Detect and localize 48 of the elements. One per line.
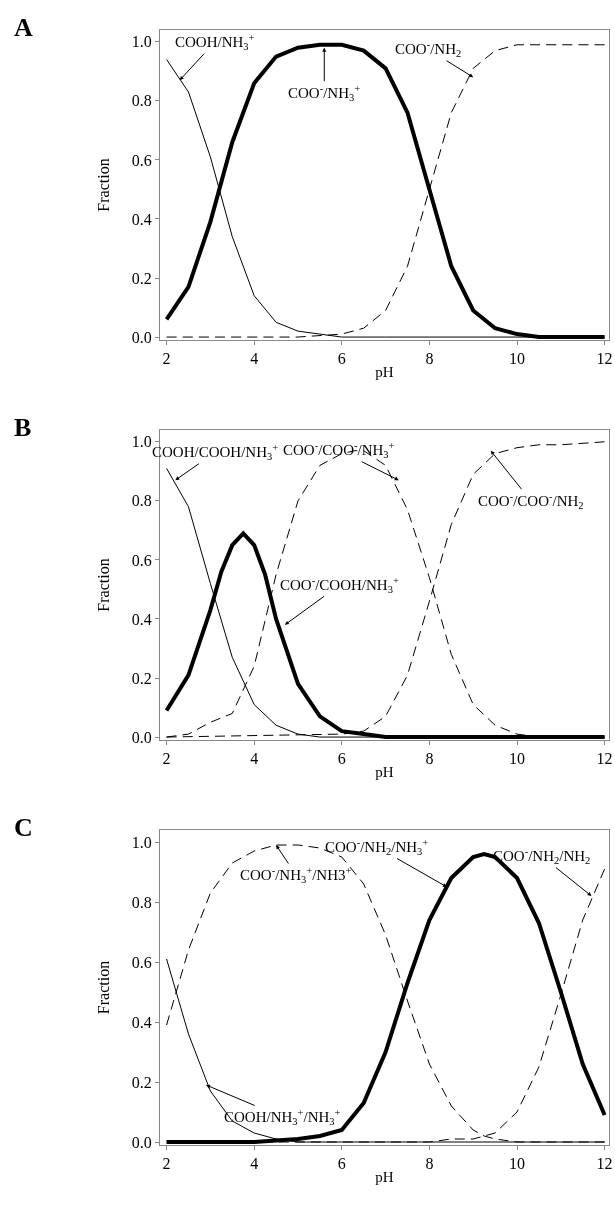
y-axis-title: Fraction	[94, 158, 112, 212]
y-tick-label: 0.2	[131, 1073, 152, 1091]
x-tick-label: 10	[509, 750, 526, 768]
y-tick-label: 0.0	[131, 728, 152, 746]
y-tick-label: 0.0	[131, 328, 152, 346]
x-axis-title: pH	[375, 764, 394, 781]
x-tick-label: 6	[337, 1155, 346, 1173]
x-tick-label: 8	[425, 750, 434, 768]
annotation: COO$^{-}$/COO$^{-}$/NH$_{2}$	[478, 491, 584, 512]
y-tick-label: 0.6	[131, 551, 152, 569]
x-tick-label: 8	[425, 1155, 434, 1173]
x-tick-label: 2	[162, 1155, 171, 1173]
y-axis-title: Fraction	[94, 960, 112, 1015]
x-tick-label: 10	[509, 1155, 526, 1173]
x-tick-label: 6	[337, 750, 346, 768]
y-tick-label: 0.4	[131, 610, 152, 628]
y-tick-label: 0.8	[131, 893, 152, 911]
x-tick-label: 8	[425, 350, 434, 368]
x-tick-label: 12	[596, 1155, 613, 1173]
chart-title: C	[14, 813, 33, 842]
x-tick-label: 10	[509, 350, 526, 368]
y-axis-title: Fraction	[94, 558, 112, 612]
chart-title: B	[14, 413, 32, 442]
x-tick-label: 4	[250, 750, 259, 768]
x-tick-label: 12	[596, 750, 613, 768]
y-tick-label: 0.2	[131, 269, 152, 287]
y-tick-label: 1.0	[131, 33, 152, 51]
x-tick-label: 2	[162, 750, 171, 768]
y-tick-label: 0.8	[131, 492, 152, 510]
y-tick-label: 0.8	[131, 92, 152, 110]
annotation: COO$^{-}$/NH$_{2}$	[395, 39, 462, 60]
x-axis-title: pH	[375, 364, 394, 381]
y-tick-label: 1.0	[131, 433, 152, 451]
y-tick-label: 0.4	[131, 210, 152, 228]
y-tick-label: 0.6	[131, 953, 152, 971]
x-tick-label: 4	[250, 350, 259, 368]
x-tick-label: 6	[337, 350, 346, 368]
y-tick-label: 1.0	[131, 833, 152, 851]
annotation: COO$^{-}$/NH$_{3}$$^{+}$/NH3$^{+}$	[240, 865, 352, 886]
y-tick-label: 0.4	[131, 1013, 152, 1031]
y-tick-label: 0.2	[131, 669, 152, 687]
chart-title: A	[14, 13, 33, 42]
x-tick-label: 12	[596, 350, 613, 368]
y-tick-label: 0.0	[131, 1133, 152, 1151]
x-tick-label: 4	[250, 1155, 259, 1173]
y-tick-label: 0.6	[131, 151, 152, 169]
x-axis-title: pH	[375, 1169, 394, 1186]
x-tick-label: 2	[162, 350, 171, 368]
